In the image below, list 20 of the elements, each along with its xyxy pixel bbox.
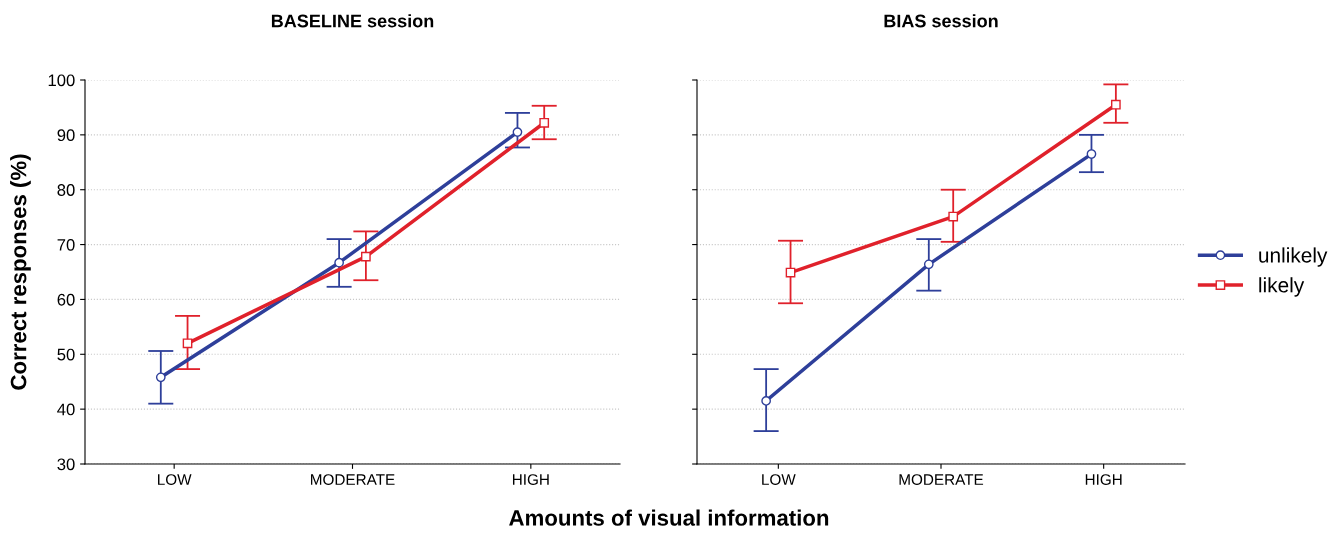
x-tick-label: MODERATE bbox=[899, 474, 984, 485]
y-tick-label: 30 bbox=[57, 458, 75, 471]
y-tick-label: 80 bbox=[57, 184, 75, 196]
x-tick-label: HIGH bbox=[512, 474, 549, 485]
y-tick-label: 100 bbox=[48, 74, 75, 87]
legend-label: likely bbox=[1259, 277, 1305, 297]
x-tick-label: LOW bbox=[762, 474, 796, 485]
x-tick-label: MODERATE bbox=[311, 474, 395, 485]
y-tick-label: 70 bbox=[57, 238, 75, 251]
y-tick-label: 60 bbox=[57, 293, 75, 306]
y-tick-label: 50 bbox=[57, 348, 75, 361]
legend-label: unlikely bbox=[1259, 247, 1328, 267]
x-tick-label: HIGH bbox=[1085, 474, 1122, 485]
y-tick-label: 90 bbox=[57, 129, 75, 142]
y-tick-label: 40 bbox=[57, 403, 75, 416]
y-axis-title: Correct responses (%) bbox=[10, 154, 31, 390]
x-axis-title: Amounts of visual information bbox=[509, 509, 829, 526]
x-tick-label: LOW bbox=[158, 474, 192, 485]
chart-title: BIAS session bbox=[884, 14, 998, 28]
chart-title: BASELINE session bbox=[271, 14, 434, 28]
